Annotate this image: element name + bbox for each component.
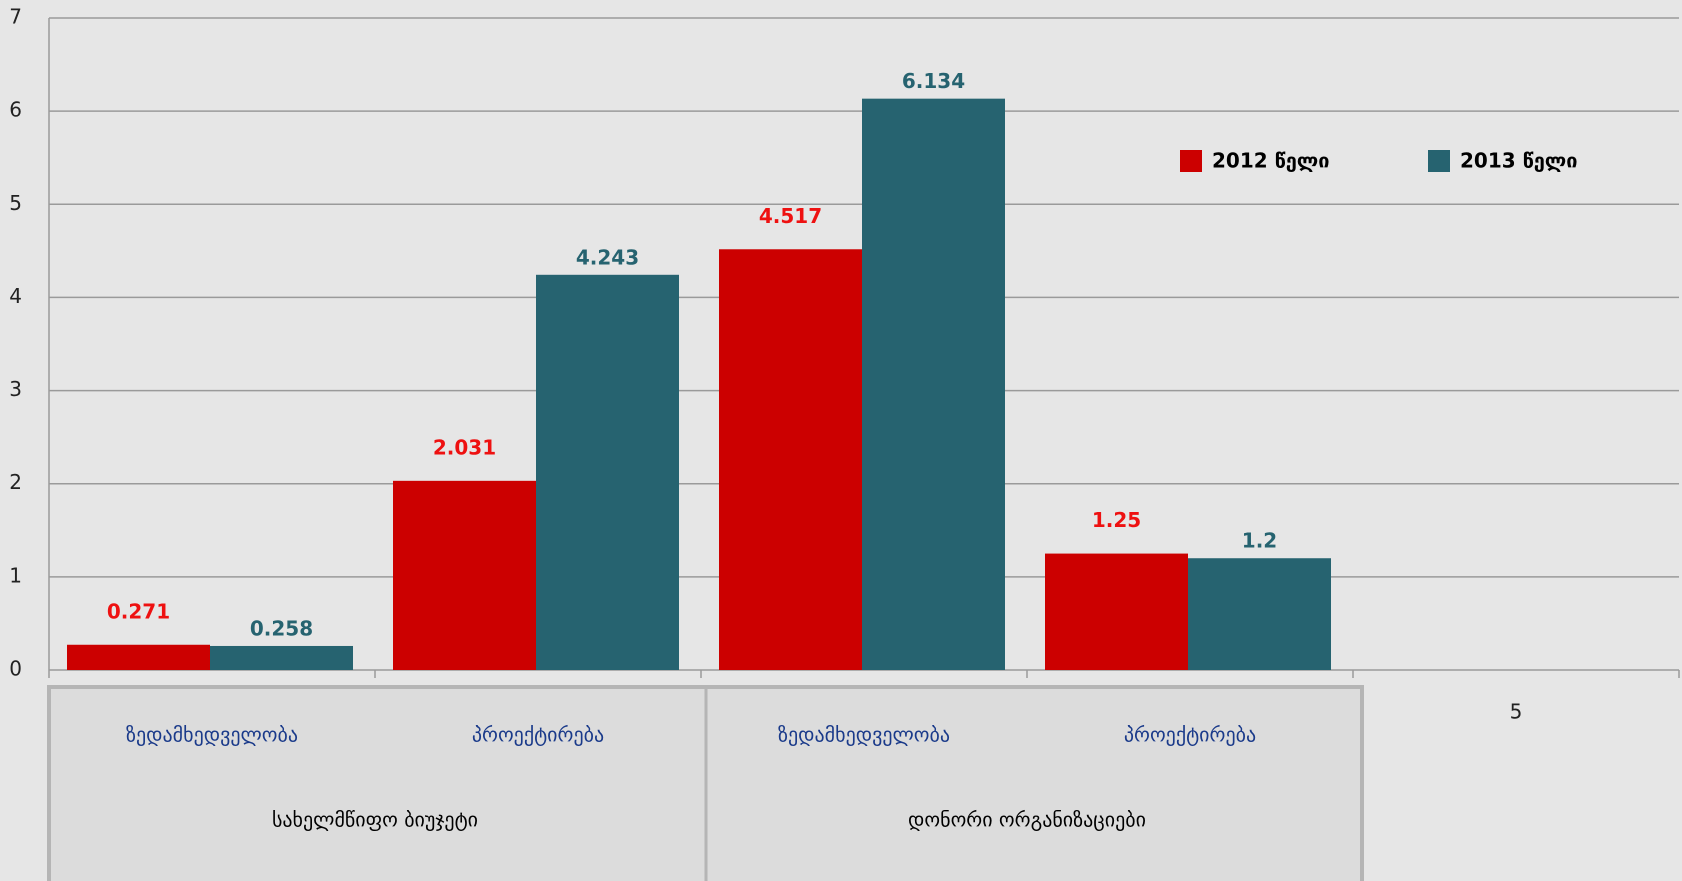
bar [719, 249, 862, 670]
y-tick-label: 7 [9, 5, 22, 29]
value-label: 0.271 [107, 599, 170, 623]
bar [393, 480, 536, 670]
y-tick-label: 6 [9, 98, 22, 122]
y-tick-label: 1 [9, 563, 22, 587]
bar [1045, 553, 1188, 670]
bar [67, 644, 210, 670]
legend-label: 2012 წელი [1212, 149, 1330, 173]
x-tick-label: ზედამხედველობა [778, 723, 950, 747]
value-label: 1.25 [1092, 508, 1141, 532]
value-label: 6.134 [902, 69, 965, 93]
group-label: სახელმწიფო ბიუჯეტი [272, 808, 478, 832]
value-label: 4.243 [576, 245, 639, 269]
value-label: 0.258 [250, 616, 313, 640]
x-tick-label: ზედამხედველობა [126, 723, 298, 747]
y-tick-label: 5 [9, 191, 22, 215]
x-tick-label: 5 [1510, 700, 1523, 724]
bar [1188, 558, 1331, 670]
value-label: 1.2 [1242, 529, 1277, 553]
legend-label: 2013 წელი [1460, 149, 1578, 173]
bar [210, 645, 353, 670]
legend-swatch [1428, 150, 1450, 172]
x-tick-label: პროექტირება [1124, 723, 1256, 747]
bar [862, 98, 1005, 670]
group-label: დონორი ორგანიზაციები [908, 808, 1146, 832]
y-tick-label: 3 [9, 377, 22, 401]
value-label: 4.517 [759, 204, 822, 228]
value-label: 2.031 [433, 435, 496, 459]
bar [536, 274, 679, 670]
y-tick-label: 4 [9, 284, 22, 308]
y-tick-label: 2 [9, 470, 22, 494]
legend-swatch [1180, 150, 1202, 172]
y-tick-label: 0 [9, 657, 22, 681]
x-tick-label: პროექტირება [472, 723, 604, 747]
